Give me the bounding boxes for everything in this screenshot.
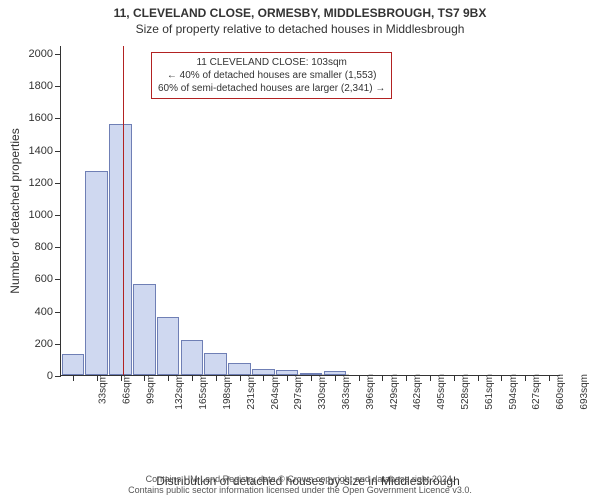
x-tick bbox=[144, 375, 145, 381]
x-tick-label: 264sqm bbox=[270, 374, 281, 410]
x-tick bbox=[430, 375, 431, 381]
x-tick bbox=[382, 375, 383, 381]
x-tick-label: 66sqm bbox=[121, 374, 132, 404]
x-tick bbox=[168, 375, 169, 381]
property-callout: 11 CLEVELAND CLOSE: 103sqm← 40% of detac… bbox=[151, 52, 392, 99]
x-tick bbox=[501, 375, 502, 381]
y-tick-label: 600 bbox=[35, 273, 53, 285]
x-tick bbox=[454, 375, 455, 381]
x-tick-label: 396sqm bbox=[365, 374, 376, 410]
x-tick-label: 33sqm bbox=[97, 374, 108, 404]
chart-subtitle: Size of property relative to detached ho… bbox=[0, 22, 600, 36]
y-tick-label: 1200 bbox=[29, 177, 53, 189]
attribution-line2: Contains public sector information licen… bbox=[0, 485, 600, 496]
x-tick bbox=[192, 375, 193, 381]
y-tick bbox=[55, 312, 61, 313]
y-tick bbox=[55, 118, 61, 119]
y-tick-label: 800 bbox=[35, 241, 53, 253]
x-tick bbox=[263, 375, 264, 381]
y-tick-label: 1400 bbox=[29, 145, 53, 157]
attribution-line1: Contains HM Land Registry data © Crown c… bbox=[0, 474, 600, 485]
y-tick bbox=[55, 86, 61, 87]
callout-line: 11 CLEVELAND CLOSE: 103sqm bbox=[158, 56, 385, 69]
histogram-bar bbox=[157, 317, 180, 375]
x-tick bbox=[311, 375, 312, 381]
x-tick-label: 528sqm bbox=[460, 374, 471, 410]
x-tick-label: 165sqm bbox=[198, 374, 209, 410]
chart-title-address: 11, CLEVELAND CLOSE, ORMESBY, MIDDLESBRO… bbox=[0, 6, 600, 20]
x-tick bbox=[406, 375, 407, 381]
y-tick-label: 200 bbox=[35, 338, 53, 350]
y-tick bbox=[55, 376, 61, 377]
callout-line: 60% of semi-detached houses are larger (… bbox=[158, 82, 385, 95]
x-tick-label: 462sqm bbox=[413, 374, 424, 410]
x-tick bbox=[240, 375, 241, 381]
y-tick-label: 0 bbox=[47, 370, 53, 382]
x-tick bbox=[287, 375, 288, 381]
x-tick-label: 330sqm bbox=[317, 374, 328, 410]
x-tick-label: 99sqm bbox=[145, 374, 156, 404]
x-tick-label: 297sqm bbox=[293, 374, 304, 410]
x-tick bbox=[73, 375, 74, 381]
x-tick-label: 660sqm bbox=[555, 374, 566, 410]
attribution-text: Contains HM Land Registry data © Crown c… bbox=[0, 474, 600, 496]
x-tick-label: 231sqm bbox=[246, 374, 257, 410]
histogram-bar bbox=[109, 124, 132, 375]
histogram-bar bbox=[85, 171, 108, 375]
y-tick-label: 1000 bbox=[29, 209, 53, 221]
x-tick bbox=[525, 375, 526, 381]
y-tick bbox=[55, 344, 61, 345]
x-tick-label: 495sqm bbox=[436, 374, 447, 410]
x-tick-label: 132sqm bbox=[174, 374, 185, 410]
x-tick-label: 627sqm bbox=[532, 374, 543, 410]
y-axis-label: Number of detached properties bbox=[8, 128, 22, 293]
x-tick bbox=[549, 375, 550, 381]
y-tick bbox=[55, 247, 61, 248]
x-tick-label: 561sqm bbox=[484, 374, 495, 410]
y-tick bbox=[55, 151, 61, 152]
x-tick-label: 594sqm bbox=[508, 374, 519, 410]
chart-titles: 11, CLEVELAND CLOSE, ORMESBY, MIDDLESBRO… bbox=[0, 0, 600, 36]
histogram-bar bbox=[133, 284, 156, 375]
y-tick bbox=[55, 183, 61, 184]
x-tick bbox=[216, 375, 217, 381]
x-tick-label: 429sqm bbox=[389, 374, 400, 410]
x-tick bbox=[359, 375, 360, 381]
histogram-bar bbox=[181, 340, 204, 375]
callout-line: ← 40% of detached houses are smaller (1,… bbox=[158, 69, 385, 82]
chart-area: Number of detached properties 0200400600… bbox=[56, 46, 560, 416]
x-tick-label: 363sqm bbox=[341, 374, 352, 410]
property-marker-line bbox=[123, 46, 124, 375]
histogram-bar bbox=[228, 363, 251, 375]
plot-region: Number of detached properties 0200400600… bbox=[60, 46, 560, 376]
y-tick-label: 2000 bbox=[29, 48, 53, 60]
x-tick bbox=[121, 375, 122, 381]
histogram-bar bbox=[62, 354, 85, 375]
y-tick-label: 1800 bbox=[29, 80, 53, 92]
x-tick bbox=[335, 375, 336, 381]
x-tick-label: 693sqm bbox=[579, 374, 590, 410]
x-tick bbox=[97, 375, 98, 381]
y-tick-label: 400 bbox=[35, 306, 53, 318]
y-tick bbox=[55, 279, 61, 280]
y-tick bbox=[55, 54, 61, 55]
y-tick bbox=[55, 215, 61, 216]
y-tick-label: 1600 bbox=[29, 112, 53, 124]
x-tick bbox=[478, 375, 479, 381]
x-tick-label: 198sqm bbox=[222, 374, 233, 410]
histogram-bar bbox=[204, 353, 227, 375]
